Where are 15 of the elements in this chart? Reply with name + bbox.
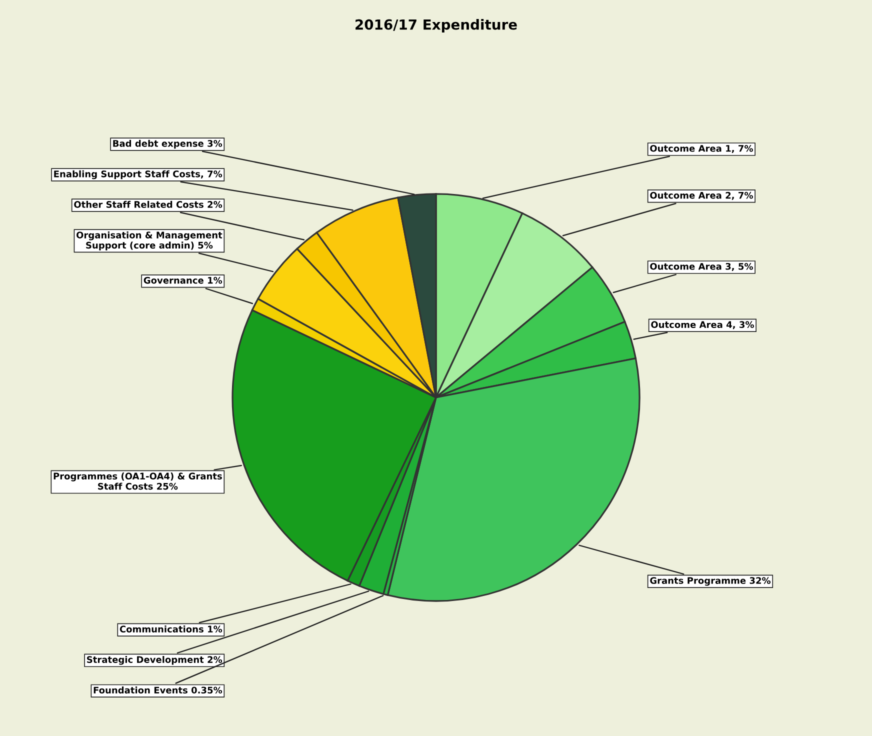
slice-label: Bad debt expense 3% xyxy=(113,140,222,149)
slice-label: Outcome Area 2, 7% xyxy=(650,192,753,200)
slice-label: Grants Programme 32% xyxy=(650,577,771,586)
slice-label: Governance 1% xyxy=(144,276,222,284)
slice-label: Enabling Support Staff Costs, 7% xyxy=(54,170,222,180)
slice-label: Strategic Development 2% xyxy=(87,656,222,665)
chart-title: 2016/17 Expenditure xyxy=(356,19,517,32)
slice-label: Programmes (OA1-OA4) & Grants Staff Costs 25% xyxy=(54,472,222,490)
slice-label: Outcome Area 4, 3% xyxy=(651,321,754,330)
slice-label: Organisation & Management Support (core admin) 5% xyxy=(76,231,222,250)
slice-label: Other Staff Related Costs 2% xyxy=(74,200,222,208)
slice-label: Outcome Area 3, 5% xyxy=(650,262,753,271)
slice-label: Foundation Events 0.35% xyxy=(94,686,222,694)
slice-label: Communications 1% xyxy=(120,626,222,632)
slice-label: Outcome Area 1, 7% xyxy=(650,144,753,153)
